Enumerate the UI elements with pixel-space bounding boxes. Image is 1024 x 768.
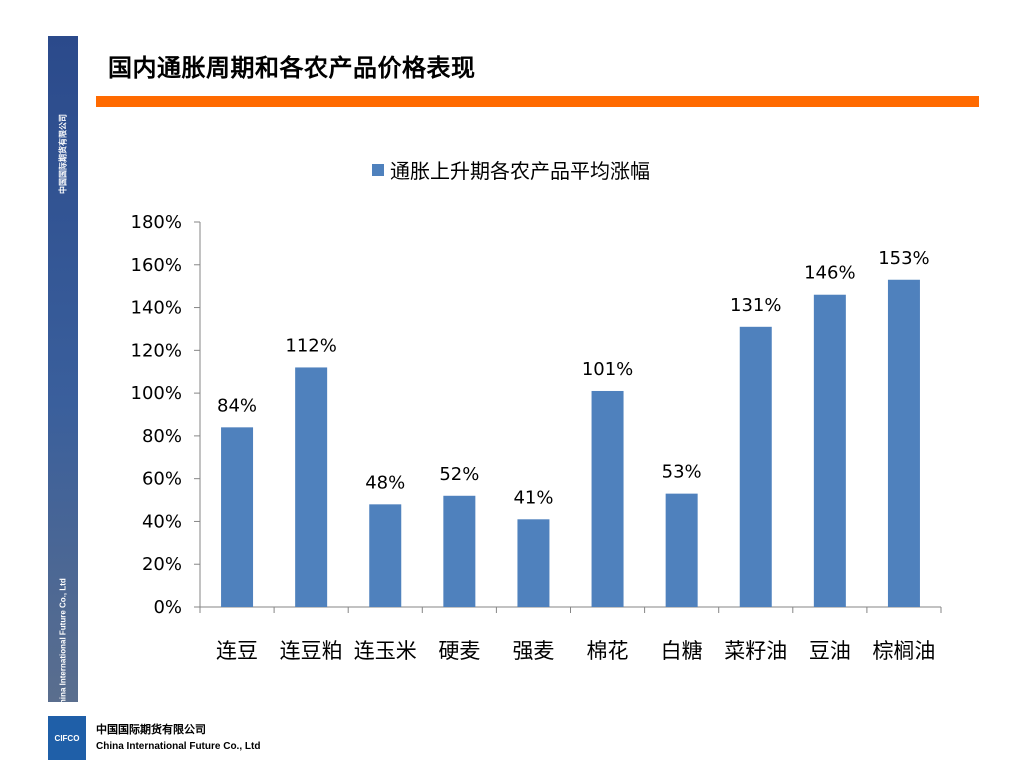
footer-company-en: China International Future Co., Ltd	[96, 741, 261, 752]
x-tick-label: 强麦	[512, 639, 554, 663]
x-tick-label: 连豆	[216, 639, 258, 663]
bar	[369, 504, 402, 607]
x-tick-label: 棕榈油	[872, 639, 935, 663]
data-label: 52%	[439, 464, 479, 485]
y-tick-label: 140%	[131, 298, 182, 319]
x-tick-label: 菜籽油	[724, 639, 787, 663]
y-tick-label: 40%	[142, 511, 182, 532]
x-tick-label: 连玉米	[354, 639, 417, 663]
bar	[739, 326, 772, 607]
legend-label: 通胀上升期各农产品平均涨幅	[390, 159, 650, 183]
footer: CIFCO 中国国际期货有限公司 China International Fut…	[48, 716, 260, 760]
x-tick-label: 白糖	[661, 639, 703, 663]
bar	[813, 294, 846, 607]
bar	[665, 493, 698, 607]
x-tick-label: 豆油	[809, 639, 851, 663]
title-rule	[96, 96, 979, 107]
x-tick-label: 棉花	[587, 639, 629, 663]
data-label: 131%	[730, 295, 781, 316]
cifco-logo: CIFCO	[48, 716, 86, 760]
y-tick-label: 20%	[142, 554, 182, 575]
bar	[295, 367, 328, 607]
y-tick-label: 160%	[131, 255, 182, 276]
y-tick-label: 0%	[153, 597, 182, 618]
legend-swatch	[372, 163, 384, 176]
bar	[591, 390, 624, 607]
bar	[221, 427, 254, 607]
data-label: 146%	[804, 263, 855, 284]
data-label: 48%	[365, 472, 405, 493]
data-label: 53%	[662, 462, 702, 483]
x-tick-label: 硬麦	[438, 639, 480, 663]
y-tick-label: 100%	[131, 383, 182, 404]
bar	[443, 495, 476, 607]
data-label: 84%	[217, 395, 257, 416]
footer-company: 中国国际期货有限公司 China International Future Co…	[96, 721, 260, 755]
bar	[887, 279, 920, 607]
footer-company-cn: 中国国际期货有限公司	[96, 723, 206, 736]
data-label: 112%	[285, 335, 336, 356]
data-label: 153%	[878, 248, 929, 269]
data-label: 101%	[582, 359, 633, 380]
y-tick-label: 60%	[142, 469, 182, 490]
bar	[517, 519, 550, 607]
y-tick-label: 80%	[142, 426, 182, 447]
y-tick-label: 180%	[131, 212, 182, 233]
chart-legend: 通胀上升期各农产品平均涨幅	[372, 155, 650, 184]
side-bar: 中国国际期货有限公司 China International Future Co…	[48, 36, 78, 710]
page-title: 国内通胀周期和各农产品价格表现	[108, 54, 476, 82]
y-tick-label: 120%	[131, 340, 182, 361]
x-tick-label: 连豆粕	[280, 639, 343, 663]
data-label: 41%	[513, 487, 553, 508]
